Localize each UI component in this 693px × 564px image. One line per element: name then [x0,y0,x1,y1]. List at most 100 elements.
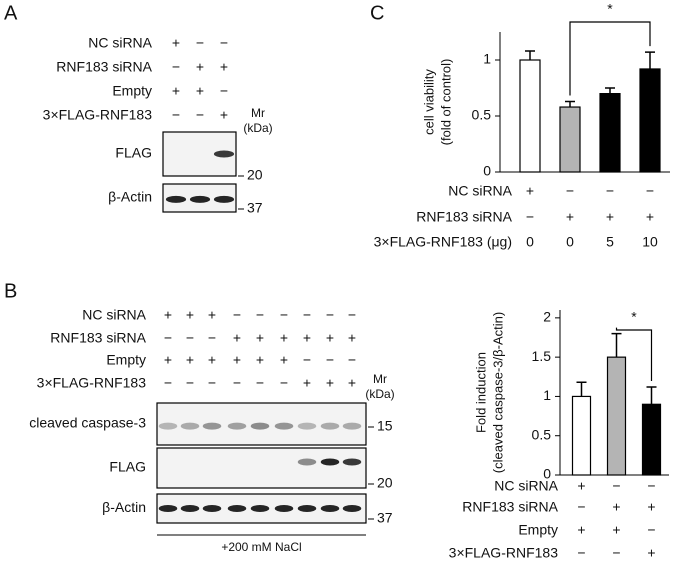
condition-label: RNF183 siRNA [50,330,146,346]
condition-mark: − [326,352,334,368]
significance-label: * [607,1,613,17]
condition-label: 3×FLAG-RNF183 (μg) [374,234,512,250]
marker-label: 20 [247,167,263,183]
condition-mark: 0 [526,234,534,250]
condition-mark: − [186,330,194,346]
bar [641,403,662,476]
condition-mark: − [164,375,172,391]
mr-label: Mr [373,372,387,386]
condition-mark: 5 [606,234,614,250]
condition-mark: + [348,375,356,391]
condition-mark: − [646,183,654,199]
error-bar [576,381,587,397]
condition-mark: − [303,307,311,323]
condition-mark: − [208,330,216,346]
condition-mark: + [606,209,614,225]
treatment-label: +200 mM NaCl [221,540,301,554]
y-tick-label: 0 [543,466,551,482]
condition-mark: − [577,499,585,515]
condition-mark: + [186,352,194,368]
panel-label: A [4,2,18,24]
condition-mark: − [577,545,585,561]
blot-band [342,422,362,430]
blot-band [213,150,235,158]
condition-label: RNF183 siRNA [462,499,558,515]
error-bar [525,50,535,60]
condition-mark: − [164,330,172,346]
condition-label: Empty [112,83,152,99]
blot-band [320,422,340,430]
condition-mark: + [233,330,241,346]
condition-mark: − [647,478,655,494]
blot-band [320,505,340,512]
bar [606,356,627,476]
error-bar [645,51,655,69]
panel-label: C [370,2,384,24]
condition-mark: − [220,35,228,51]
bar [559,106,581,173]
blot-band [165,195,187,203]
condition-mark: + [196,83,204,99]
condition-mark: − [196,107,204,123]
condition-mark: − [186,375,194,391]
blot-image [156,447,367,489]
condition-mark: + [303,330,311,346]
condition-mark: + [566,209,574,225]
blot-label: FLAG [109,459,146,475]
y-tick-label: 1.5 [532,348,552,364]
condition-mark: + [186,307,194,323]
y-tick-label: 1 [543,387,551,403]
condition-label: RNF183 siRNA [416,209,512,225]
y-tick-label: 0 [483,163,491,179]
y-tick-label: 2 [543,309,551,325]
condition-mark: + [577,478,585,494]
blot-band [274,505,294,512]
significance-bracket [569,21,651,96]
bar [599,92,621,173]
condition-mark: + [280,352,288,368]
condition-mark: − [526,209,534,225]
condition-mark: − [612,545,620,561]
blot-band [180,505,200,512]
condition-mark: − [208,375,216,391]
error-bar [611,332,622,358]
condition-mark: + [612,522,620,538]
blot-band [250,422,270,430]
blot-band [180,422,200,430]
blot-label: cleaved caspase-3 [29,415,146,431]
blot-band [297,505,317,512]
error-bar [646,386,657,405]
condition-mark: − [233,307,241,323]
condition-mark: + [303,375,311,391]
condition-mark: 0 [566,234,574,250]
blot-band [202,422,222,430]
blot-label: β-Actin [108,189,152,205]
condition-mark: − [256,375,264,391]
condition-mark: − [326,307,334,323]
panel-label: B [4,280,17,302]
condition-mark: + [280,330,288,346]
condition-mark: + [326,330,334,346]
condition-mark: + [164,352,172,368]
condition-mark: − [172,59,180,75]
blot-band [227,422,247,430]
bar [571,395,592,476]
blot-band [320,458,340,466]
blot-band [342,458,362,466]
y-axis-label: (fold of control) [438,59,453,146]
y-tick-label: 0.5 [532,426,552,442]
y-axis-label: (cleaved caspase-3/β-Actin) [490,312,505,473]
condition-mark: + [348,330,356,346]
condition-mark: − [220,83,228,99]
marker-label: 37 [247,200,263,216]
blot-label: β-Actin [102,499,146,515]
condition-label: NC siRNA [494,478,558,494]
blot-band [250,505,270,512]
condition-mark: + [164,307,172,323]
condition-mark: − [280,307,288,323]
blot-band [202,505,222,512]
blot-band [158,505,178,512]
condition-mark: + [577,522,585,538]
blot-band [274,422,294,430]
blot-band [342,505,362,512]
